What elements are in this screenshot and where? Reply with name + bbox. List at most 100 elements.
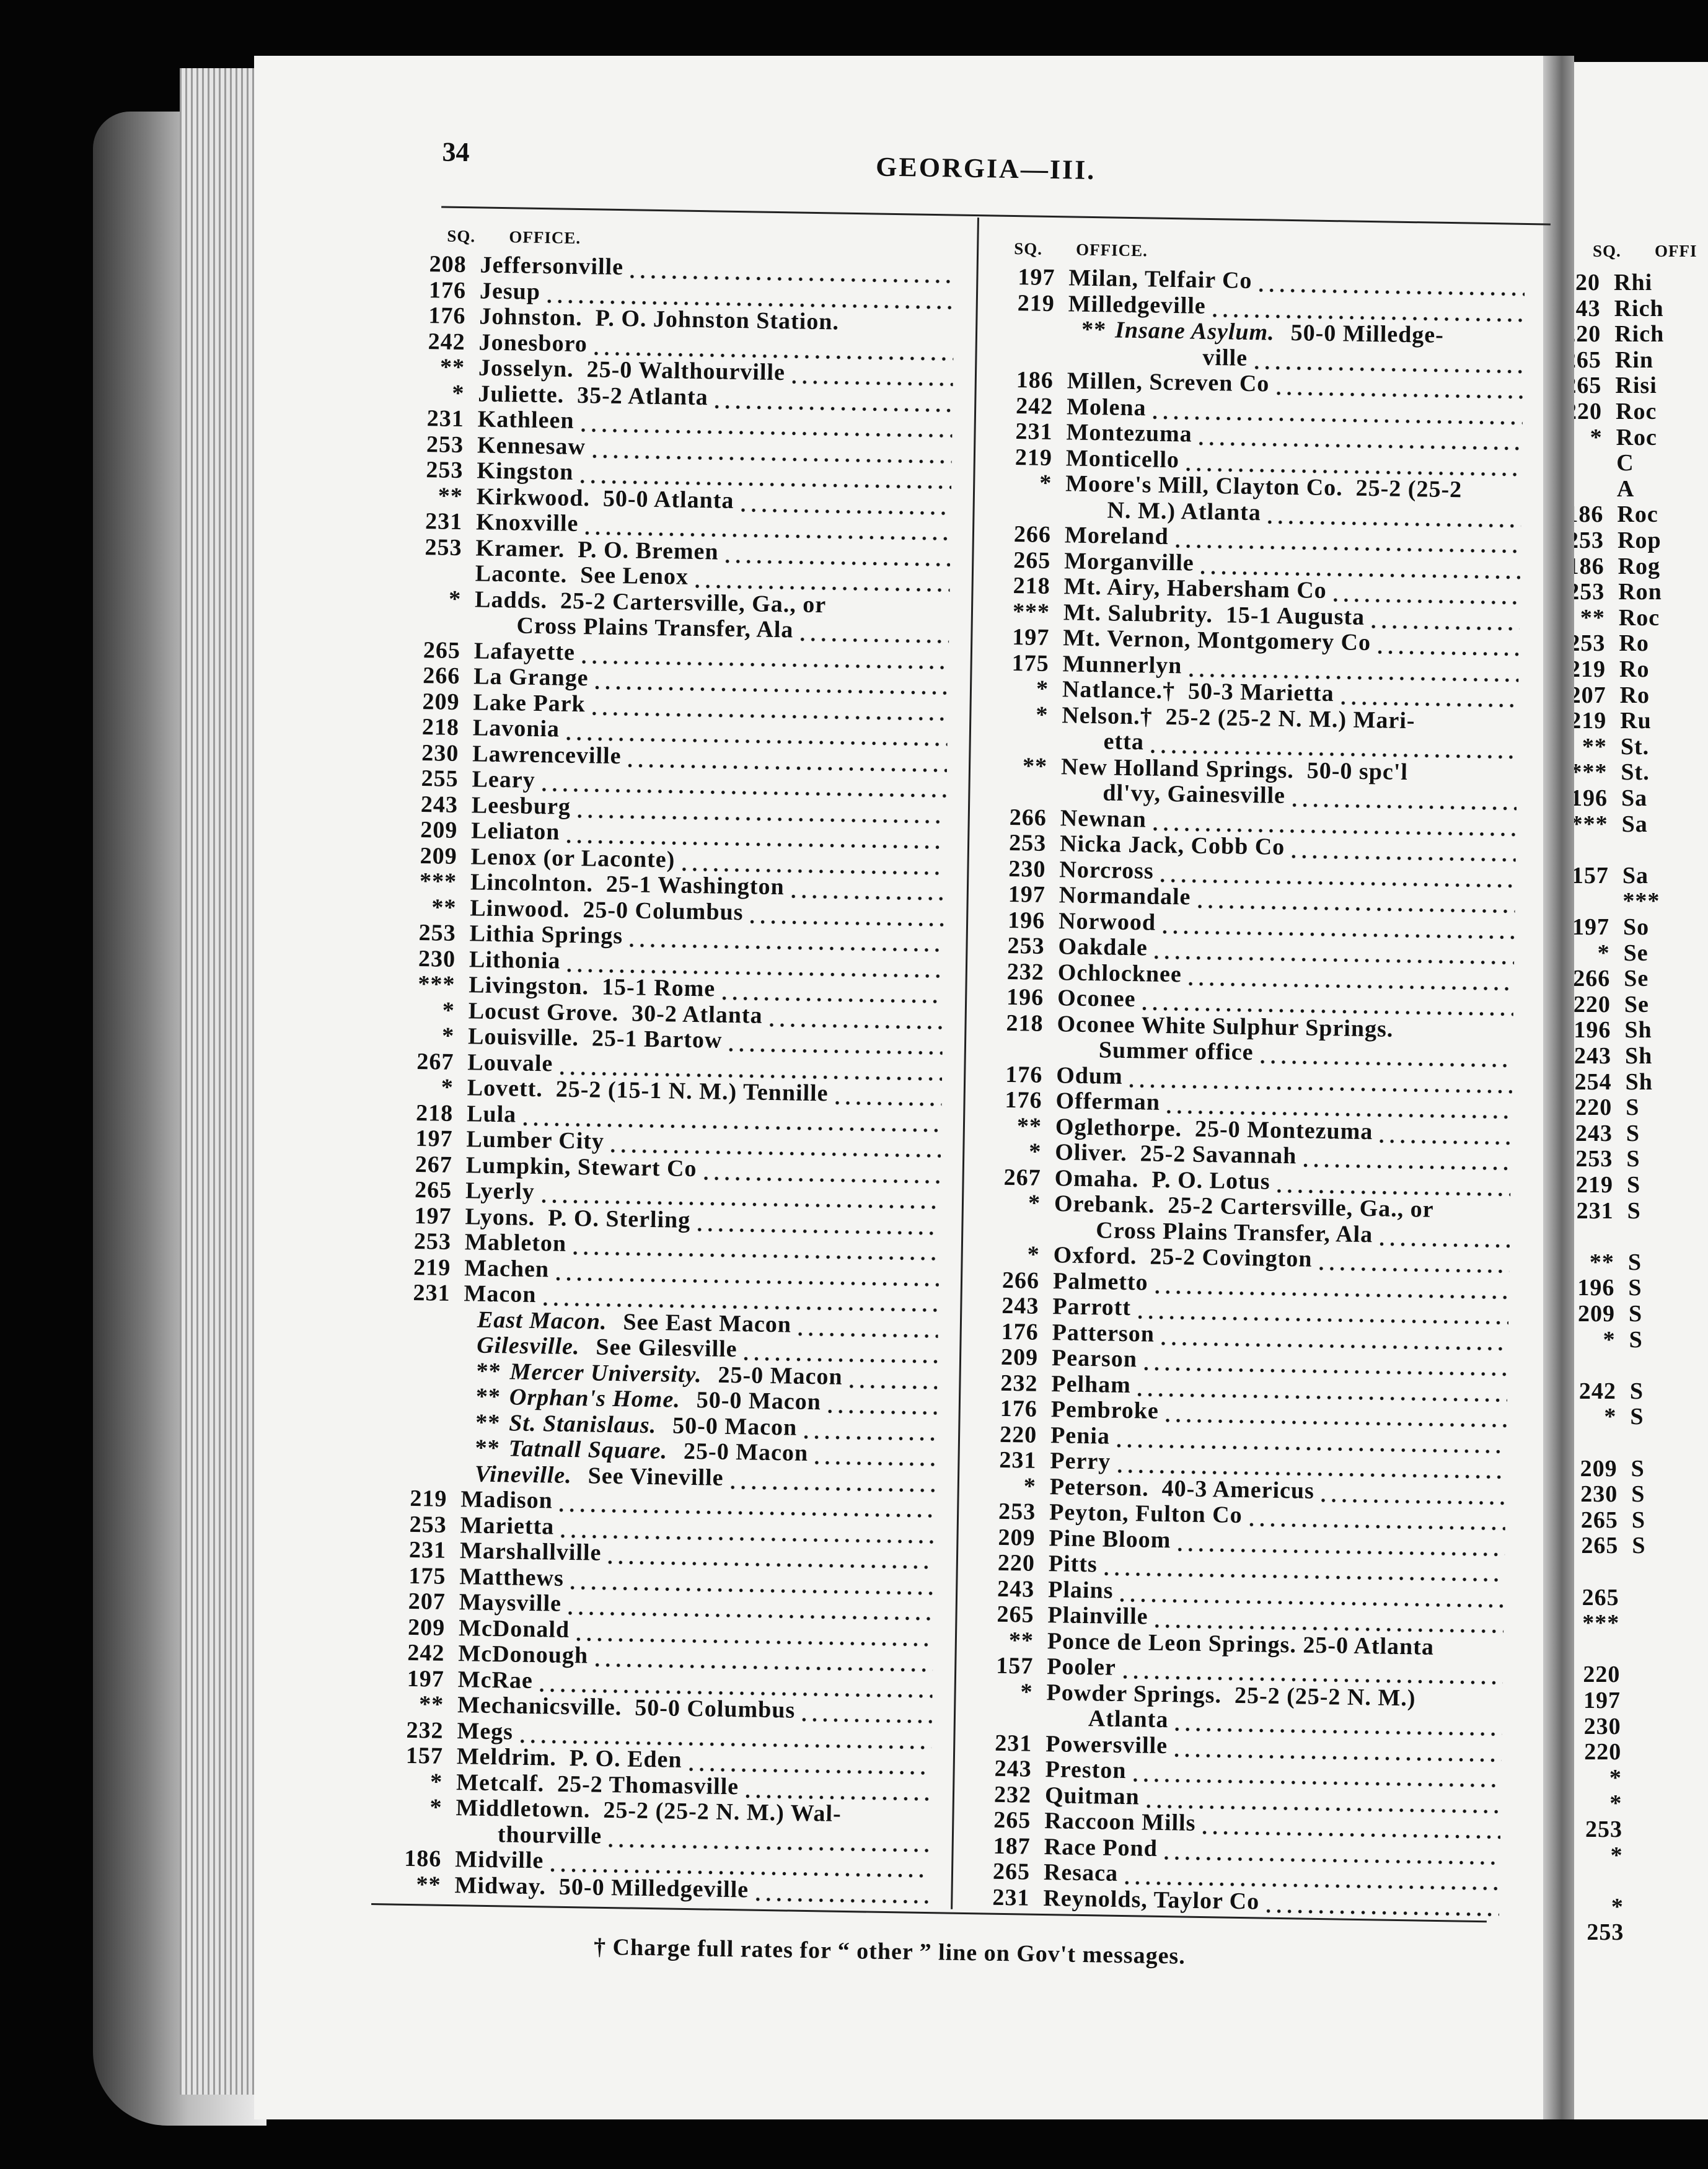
rate-mark: ** — [475, 1435, 501, 1462]
office-entry: Montezuma — [1052, 419, 1192, 447]
office-text: S — [1632, 1533, 1646, 1559]
office-text: Ron — [1618, 579, 1662, 605]
sq-number: 186 — [403, 1845, 442, 1872]
office-entry: Peyton, Fulton Co — [1036, 1499, 1243, 1528]
office-text: Atlanta — [1088, 1705, 1169, 1733]
office-entry: Leary — [458, 766, 535, 793]
office-entry: Lula — [453, 1100, 517, 1127]
sq-number: ** — [1016, 1112, 1042, 1140]
sq-number: 253 — [1007, 932, 1045, 959]
office-text: See Vineville — [588, 1462, 724, 1491]
sq-number: 243 — [1001, 1292, 1039, 1319]
office-name-italic: East Macon. — [477, 1306, 607, 1335]
office-text: Montezuma — [1066, 419, 1193, 447]
office-name-italic: Tatnall Square. — [508, 1435, 668, 1464]
table-row: *** Sa — [1574, 811, 1708, 837]
sq-number: 265 — [414, 1176, 452, 1203]
sq-number: 176 — [1005, 1061, 1043, 1088]
table-row: 157 Sa — [1574, 863, 1708, 889]
office-text: ville — [1202, 344, 1248, 371]
table-row: *** St. — [1574, 759, 1708, 785]
sq-number: * — [1590, 424, 1603, 451]
office-text: 50-0 Macon — [696, 1387, 822, 1415]
office-text: Raccoon Mills — [1044, 1808, 1196, 1836]
office-text: Lavonia — [472, 715, 560, 742]
office-text: C — [1616, 450, 1634, 477]
office-text: Monticello — [1065, 444, 1180, 473]
office-entry: Midville — [441, 1846, 544, 1874]
table-row: * — [1574, 1842, 1708, 1868]
sq-number: 254 — [1574, 1068, 1612, 1095]
office-entry: Meldrim. P. O. Eden — [443, 1743, 682, 1773]
office-text: Omaha. P. O. Lotus — [1054, 1164, 1271, 1195]
sq-number: 220 — [1574, 398, 1602, 425]
sq-number: 186 — [1016, 367, 1054, 394]
dot-leader — [1318, 1477, 1507, 1507]
office-text: So — [1623, 914, 1650, 940]
table-row: 196 Sa — [1574, 785, 1708, 811]
office-text: Mt. Airy, Habersham Co — [1063, 573, 1327, 604]
office-text: Parrott — [1052, 1293, 1132, 1321]
sq-number: 218 — [1006, 1010, 1044, 1037]
sq-number: 209 — [407, 1614, 446, 1641]
office-entry: McRae — [444, 1666, 534, 1694]
right-office-header: OFFICE. — [1075, 240, 1148, 260]
sq-number: 253 — [426, 431, 464, 458]
sq-number: 231 — [1576, 1197, 1614, 1224]
office-entry: thourville — [442, 1820, 602, 1849]
sq-number: * — [1039, 470, 1052, 496]
office-entry: etta — [1047, 728, 1144, 755]
dot-leader — [742, 1773, 931, 1803]
dot-leader — [1262, 1888, 1500, 1919]
rate-mark: ** — [475, 1383, 501, 1410]
table-row: 209 S — [1574, 1456, 1708, 1482]
office-entry: Lumber City — [452, 1126, 604, 1154]
office-entry: Leliaton — [457, 817, 560, 845]
office-text: Milan, Telfair Co — [1068, 265, 1252, 294]
office-text: Jonesboro — [478, 328, 588, 357]
rate-mark: ** — [1081, 316, 1107, 343]
office-text: Midville — [454, 1846, 544, 1874]
sq-number: * — [1036, 702, 1049, 728]
office-entry: Lafayette — [460, 638, 576, 666]
office-text: Lithonia — [469, 946, 561, 974]
sq-number: 231 — [1015, 418, 1053, 445]
sq-number: 231 — [426, 405, 465, 433]
office-entry: Kathleen — [464, 406, 574, 433]
sq-number: 242 — [1578, 1378, 1616, 1404]
office-text: etta — [1103, 728, 1145, 755]
office-text: Pitts — [1048, 1551, 1098, 1578]
sq-number: 266 — [422, 662, 460, 690]
office-text: Macon — [464, 1280, 537, 1308]
dot-leader — [797, 617, 949, 646]
dot-leader — [1273, 371, 1524, 401]
dot-leader — [752, 1876, 930, 1906]
office-text: Milledgeville — [1068, 290, 1207, 319]
dot-leader — [741, 1336, 938, 1366]
office-text: S — [1629, 1301, 1643, 1327]
sq-number: * — [1028, 1138, 1042, 1165]
sq-number: * — [1028, 1190, 1041, 1216]
office-text: Norwood — [1058, 907, 1156, 936]
sq-number: 230 — [421, 739, 459, 767]
office-text: Palmetto — [1052, 1267, 1148, 1296]
table-row: ** S — [1574, 1249, 1708, 1275]
office-text: Sa — [1621, 811, 1648, 837]
sq-number: 243 — [1574, 1043, 1611, 1069]
table-row: A — [1574, 476, 1708, 502]
sq-number: ** — [439, 354, 465, 381]
office-entry: Pitts — [1035, 1551, 1098, 1578]
sq-number: 196 — [1007, 907, 1045, 934]
office-text: Kennesaw — [477, 431, 586, 460]
office-text: Leary — [472, 766, 536, 793]
sq-number: *** — [418, 971, 456, 998]
office-text: Plainville — [1047, 1602, 1148, 1630]
office-text: Lawrenceville — [472, 740, 622, 769]
sq-number: 209 — [1000, 1344, 1039, 1371]
sq-number: 253 — [998, 1498, 1036, 1525]
dot-leader — [1274, 1168, 1511, 1199]
office-text: Louvale — [467, 1049, 553, 1076]
sq-number: 242 — [1015, 392, 1054, 420]
office-text: Lake Park — [473, 689, 586, 717]
office-text: N. M.) Atlanta — [1107, 496, 1262, 526]
